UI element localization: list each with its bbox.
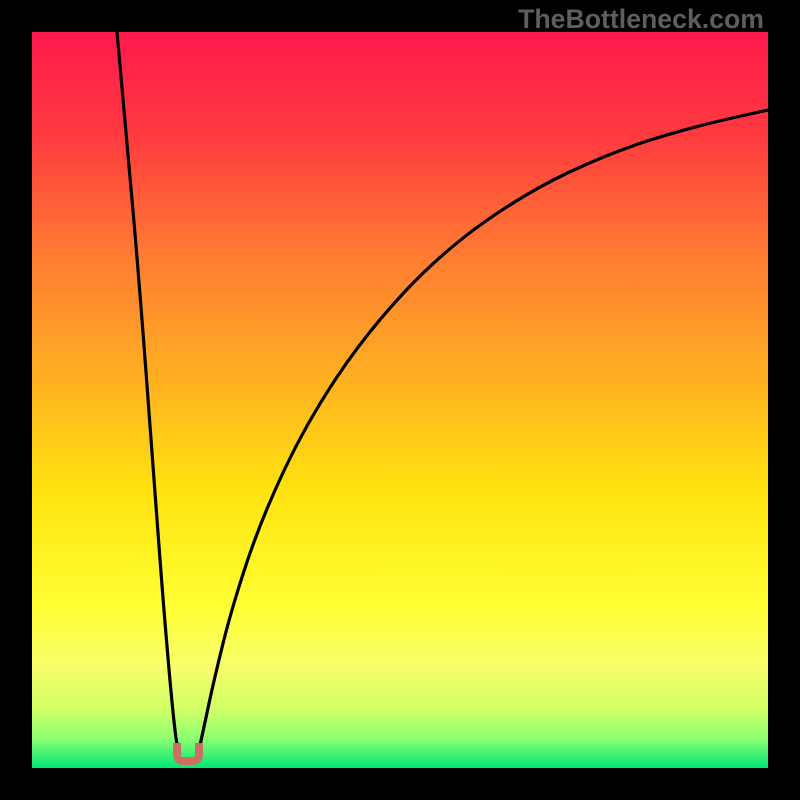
frame-border-right: [768, 0, 800, 800]
watermark-text: TheBottleneck.com: [518, 4, 764, 35]
frame-border-left: [0, 0, 32, 800]
bottleneck-curve: [32, 32, 768, 768]
chart-plot-area: [32, 32, 768, 768]
curve-dip-marker: [173, 743, 203, 765]
frame-border-bottom: [0, 768, 800, 800]
